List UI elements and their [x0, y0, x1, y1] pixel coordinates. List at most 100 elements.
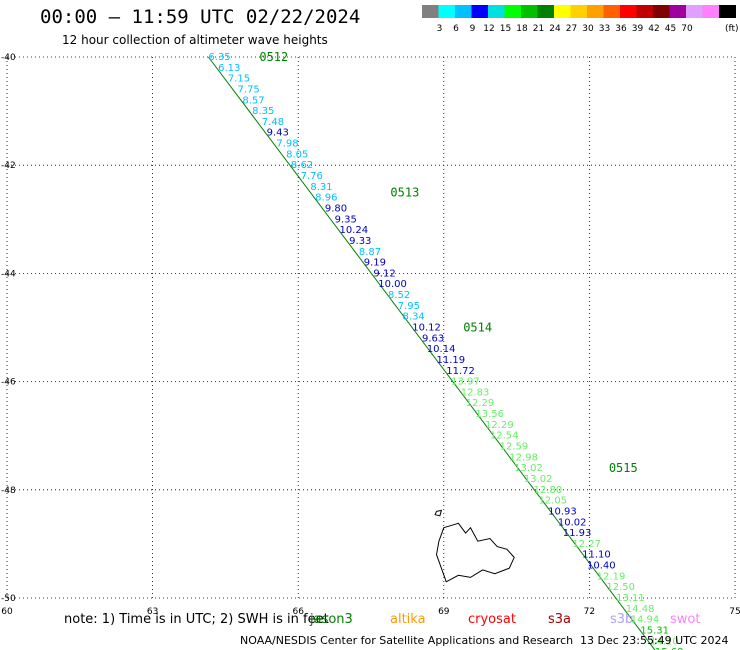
satellite-legend-jason3: jason3	[310, 612, 353, 627]
colorbar-swatch	[504, 5, 522, 18]
y-tick-label: -42	[1, 161, 16, 171]
wave-height-value: 10.02	[558, 517, 587, 528]
wave-height-value: 7.76	[301, 171, 323, 182]
map-subtitle: 12 hour collection of altimeter wave hei…	[62, 33, 328, 47]
wave-height-value: 8.96	[315, 193, 337, 204]
wave-height-value: 13.56	[475, 409, 504, 420]
wave-height-value: 10.40	[587, 561, 616, 572]
colorbar-swatch	[702, 5, 720, 18]
wave-height-value: 9.80	[325, 203, 347, 214]
wave-height-value: 15.68	[655, 647, 684, 650]
colorbar-swatch	[686, 5, 703, 18]
wave-height-value: 13.02	[524, 474, 553, 485]
wave-height-value: 9.35	[335, 214, 357, 225]
generated-timestamp: 13 Dec 23:55:49 UTC 2024	[580, 634, 729, 647]
wave-height-value: 9.63	[422, 333, 444, 344]
colorbar-label: 45	[665, 24, 676, 34]
wave-height-value: 9.12	[373, 268, 395, 279]
wave-height-value: 8.31	[310, 182, 332, 193]
x-tick-label: 63	[147, 607, 158, 617]
wave-height-value: 8.87	[359, 247, 381, 258]
x-tick-label: 60	[1, 607, 13, 617]
wave-height-value: 14.94	[631, 615, 660, 626]
x-tick-label: 66	[292, 607, 304, 617]
satellite-legend-s3a: s3a	[548, 612, 572, 627]
satellite-track	[208, 56, 656, 650]
map-title: 00:00 — 11:59 UTC 02/22/2024	[40, 6, 361, 28]
colorbar-swatch	[422, 5, 439, 18]
colorbar-swatch	[471, 5, 489, 18]
wave-height-value: 8.34	[403, 312, 425, 323]
y-tick-label: -48	[1, 486, 16, 496]
colorbar-label: 33	[599, 24, 610, 34]
wave-height-value: 11.93	[563, 528, 592, 539]
wave-height-value: 9.43	[267, 128, 289, 139]
colorbar-swatch	[669, 5, 687, 18]
wave-height-value: 12.83	[461, 387, 490, 398]
wave-height-value: 12.29	[485, 420, 514, 431]
colorbar-label: 30	[582, 24, 594, 34]
wave-height-value: 14.48	[626, 604, 655, 615]
wave-height-value: 12.59	[500, 442, 529, 453]
wave-height-value: 13.11	[616, 593, 645, 604]
wave-height-value: 8.57	[242, 95, 264, 106]
islet-outline	[434, 509, 443, 517]
wave-height-value: 8.52	[388, 290, 410, 301]
y-tick-label: -40	[1, 53, 16, 63]
colorbar-label: 18	[516, 24, 528, 34]
wave-height-value: 8.62	[291, 160, 313, 171]
colorbar-label: 15	[500, 24, 511, 34]
wave-height-value: 14.10	[650, 636, 679, 647]
pass-label: 0512	[259, 50, 288, 64]
colorbar-swatch	[488, 5, 505, 18]
colorbar-swatch	[455, 5, 472, 18]
colorbar-swatch	[620, 5, 637, 18]
wave-height-value: 12.29	[466, 398, 495, 409]
wave-height-value: 13.97	[451, 377, 480, 388]
wave-height-value: 9.33	[349, 236, 371, 247]
wave-height-value: 12.05	[538, 496, 567, 507]
colorbar-label: 6	[453, 24, 459, 34]
credit-text: NOAA/NESDIS Center for Satellite Applica…	[240, 634, 574, 647]
colorbar-swatch	[554, 5, 571, 18]
wave-height-value: 7.98	[276, 139, 298, 150]
colorbar-swatch	[603, 5, 621, 18]
wave-height-value: 12.50	[606, 582, 635, 593]
wave-height-value: 10.93	[548, 506, 577, 517]
colorbar-label: 70	[681, 24, 693, 34]
land-outline	[435, 522, 515, 583]
wave-height-value: 13.02	[514, 463, 543, 474]
footer-note: note: 1) Time is in UTC; 2) SWH is in fe…	[64, 612, 329, 627]
satellite-legend-cryosat: cryosat	[468, 612, 516, 627]
colorbar-label: 12	[483, 24, 494, 34]
wave-height-value: 10.14	[427, 344, 456, 355]
wave-height-value: 6.35	[208, 52, 230, 63]
colorbar-swatch	[719, 5, 736, 18]
wave-height-value: 8.05	[286, 149, 308, 160]
colorbar-swatch	[438, 5, 456, 18]
colorbar-swatch	[570, 5, 588, 18]
colorbar-swatch	[587, 5, 604, 18]
satellite-legend-altika: altika	[390, 612, 426, 627]
satellite-legend-swot: swot	[670, 612, 701, 627]
wave-height-value: 7.75	[238, 84, 260, 95]
wave-height-value: 15.31	[640, 625, 669, 636]
wave-height-value: 12.98	[509, 452, 538, 463]
colorbar-label: 42	[648, 24, 659, 34]
wave-height-value: 11.19	[437, 355, 466, 366]
wave-height-value: 7.95	[398, 301, 420, 312]
pass-label: 0514	[463, 321, 492, 335]
wave-height-value: 9.19	[364, 258, 386, 269]
colorbar-swatch	[521, 5, 538, 18]
x-tick-label: 72	[584, 607, 595, 617]
wave-height-value: 12.80	[534, 485, 563, 496]
colorbar-label: 9	[470, 24, 476, 34]
wave-height-value: 8.35	[252, 106, 274, 117]
y-tick-label: -44	[1, 269, 16, 279]
wave-height-value: 6.13	[218, 63, 240, 74]
wave-height-value: 12.19	[597, 571, 626, 582]
wave-height-value: 10.00	[378, 279, 407, 290]
x-tick-label: 75	[729, 607, 740, 617]
colorbar-label: 39	[632, 24, 644, 34]
